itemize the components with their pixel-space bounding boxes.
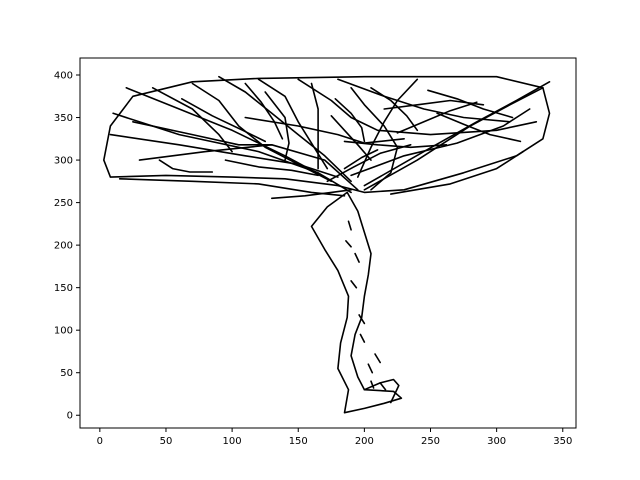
series-line-12 <box>350 87 399 191</box>
y-tick-label-8: 400 <box>54 71 73 82</box>
y-tick-label-2: 100 <box>54 326 73 337</box>
series-line-8 <box>191 82 333 183</box>
x-tick-label-5: 250 <box>421 436 440 447</box>
series-line-2 <box>363 378 400 404</box>
x-tick-label-6: 300 <box>487 436 506 447</box>
series-line-26 <box>343 140 448 149</box>
series-line-21 <box>132 121 273 146</box>
series-line-35 <box>334 98 366 143</box>
x-tick-label-4: 200 <box>355 436 374 447</box>
y-tick-label-1: 50 <box>60 368 73 379</box>
series-layer <box>103 75 551 414</box>
series-line-11 <box>257 78 329 170</box>
series-line-16 <box>350 108 531 177</box>
dash-mark-0 <box>347 220 352 231</box>
dash-mark-9 <box>379 382 387 391</box>
series-line-30 <box>326 144 412 183</box>
series-line-23 <box>264 91 290 161</box>
series-line-31 <box>343 149 379 170</box>
series-line-36 <box>158 159 214 173</box>
y-tick-label-6: 300 <box>54 156 73 167</box>
series-line-22 <box>151 87 233 153</box>
series-line-27 <box>181 98 266 143</box>
x-tick-label-0: 0 <box>97 436 103 447</box>
series-line-14 <box>363 87 544 191</box>
series-line-32 <box>330 115 372 161</box>
series-line-38 <box>370 87 419 132</box>
x-axis: 0 50 100 150 200 250 300 350 <box>97 428 572 447</box>
dash-mark-1 <box>345 240 352 248</box>
series-line-17 <box>297 78 538 136</box>
series-line-5 <box>109 133 339 178</box>
series-line-1 <box>310 191 403 414</box>
x-tick-label-2: 100 <box>223 436 242 447</box>
y-tick-label-0: 0 <box>67 411 73 422</box>
dash-mark-5 <box>359 333 366 343</box>
x-tick-label-7: 350 <box>553 436 572 447</box>
plot-area <box>79 57 577 429</box>
dash-mark-2 <box>354 252 360 263</box>
y-tick-label-5: 250 <box>54 198 73 209</box>
dash-mark-3 <box>350 280 358 289</box>
series-line-20 <box>244 116 405 144</box>
y-tick-label-4: 200 <box>54 241 73 252</box>
series-line-19 <box>390 150 524 195</box>
series-line-25 <box>271 189 352 200</box>
plot-frame <box>79 57 577 429</box>
dash-mark-4 <box>358 314 366 325</box>
series-line-18 <box>337 78 511 123</box>
series-line-28 <box>244 82 284 140</box>
x-tick-label-3: 150 <box>289 436 308 447</box>
series-line-0 <box>103 75 551 194</box>
series-line-33 <box>224 159 319 177</box>
series-line-29 <box>436 112 522 143</box>
dash-mark-8 <box>374 353 381 364</box>
series-line-10 <box>310 82 319 170</box>
y-tick-label-3: 150 <box>54 283 73 294</box>
series-line-7 <box>125 87 326 178</box>
series-line-15 <box>363 81 551 187</box>
y-tick-label-7: 350 <box>54 113 73 124</box>
x-tick-label-1: 50 <box>160 436 173 447</box>
dash-mark-7 <box>370 380 375 389</box>
dash-mark-6 <box>367 363 374 374</box>
y-axis: 0 50 100 150 200 250 300 350 400 <box>54 71 80 422</box>
series-line-37 <box>396 101 478 134</box>
series-line-13 <box>357 78 419 178</box>
